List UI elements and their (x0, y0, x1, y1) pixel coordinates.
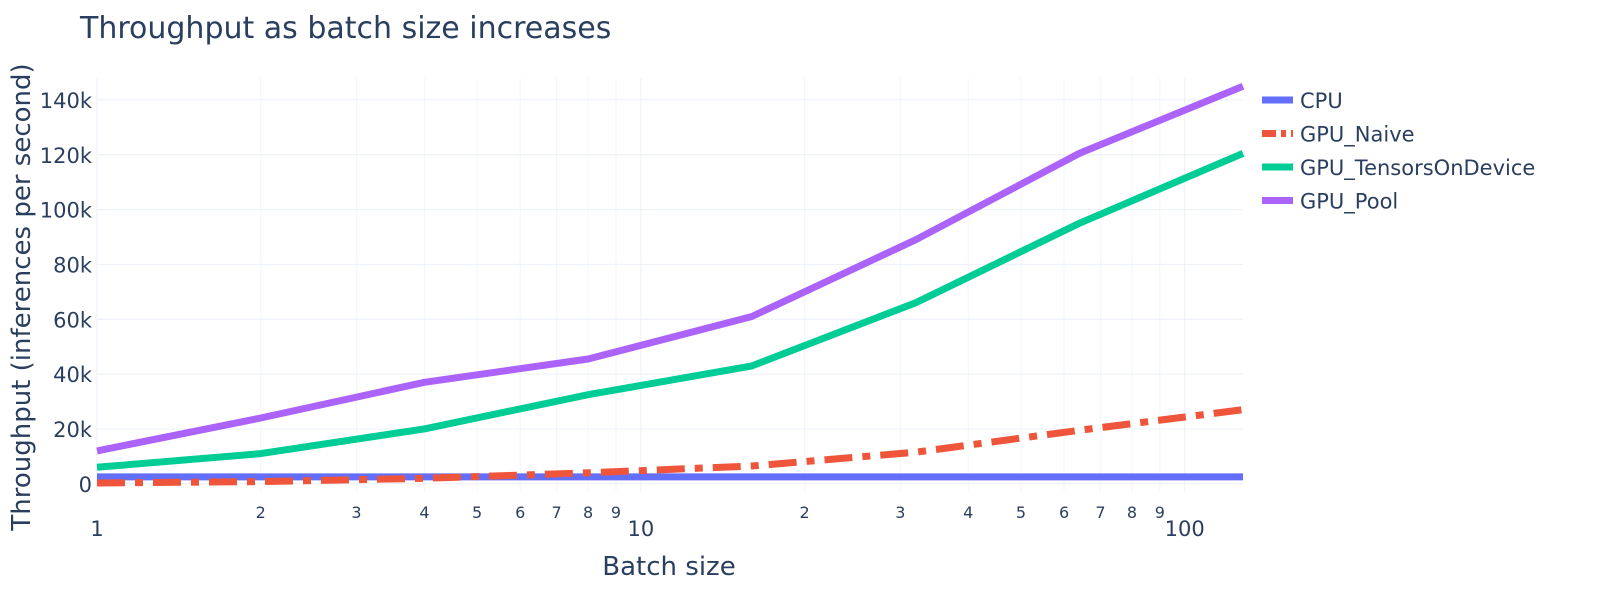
x-minor-tick-label: 4 (419, 503, 429, 522)
legend-item-gpu-tensorsondevice[interactable]: GPU_TensorsOnDevice (1262, 156, 1535, 181)
chart-title: Throughput as batch size increases (79, 11, 611, 46)
x-minor-tick-label: 3 (351, 503, 361, 522)
y-tick-label: 60k (53, 308, 93, 332)
legend-label: GPU_Naive (1300, 123, 1415, 148)
x-minor-tick-label: 2 (256, 503, 266, 522)
legend-label: GPU_Pool (1300, 190, 1398, 215)
x-minor-tick-label: 5 (472, 503, 482, 522)
legend[interactable]: CPU GPU_Naive GPU_TensorsOnDevice GPU_Pool (1262, 89, 1535, 215)
x-minor-tick-label: 6 (1059, 503, 1069, 522)
x-minor-tick-label: 7 (1095, 503, 1105, 522)
x-minor-tick-label: 9 (1155, 503, 1165, 522)
x-major-tick-label: 10 (627, 517, 654, 541)
series-line-gpu-naive (96, 406, 1244, 487)
x-minor-tick-label: 3 (895, 503, 905, 522)
y-tick-label: 120k (40, 144, 93, 168)
plot-area (96, 82, 1245, 487)
x-major-tick-label: 100 (1165, 517, 1205, 541)
series-line-gpu-tensorsondevice (96, 150, 1245, 471)
y-tick-label: 20k (53, 418, 93, 442)
legend-item-gpu-naive[interactable]: GPU_Naive (1262, 123, 1415, 148)
y-axis-ticks: 0 20k 40k 60k 80k 100k 120k 140k (40, 89, 93, 497)
legend-item-gpu-pool[interactable]: GPU_Pool (1262, 190, 1398, 215)
legend-item-cpu[interactable]: CPU (1262, 89, 1343, 113)
x-major-tick-label: 1 (90, 517, 103, 541)
y-tick-label: 140k (40, 89, 93, 113)
y-tick-label: 40k (53, 363, 93, 387)
y-tick-label: 100k (40, 199, 93, 223)
x-axis-title: Batch size (602, 552, 735, 582)
x-minor-tick-label: 6 (515, 503, 525, 522)
x-minor-tick-label: 4 (963, 503, 973, 522)
legend-label: GPU_TensorsOnDevice (1300, 156, 1535, 181)
series-line-gpu-pool (96, 82, 1245, 455)
x-minor-tick-label: 8 (1127, 503, 1137, 522)
legend-label: CPU (1300, 89, 1343, 113)
y-axis-title: Throughput (inferences per second) (7, 63, 37, 531)
y-tick-label: 0 (79, 473, 92, 497)
x-minor-tick-label: 2 (799, 503, 809, 522)
x-minor-tick-label: 5 (1016, 503, 1026, 522)
gridlines (96, 78, 1243, 492)
y-tick-label: 80k (53, 253, 93, 277)
x-minor-tick-label: 7 (552, 503, 562, 522)
x-minor-tick-label: 8 (583, 503, 593, 522)
x-minor-tick-label: 9 (611, 503, 621, 522)
x-axis-ticks: 2 3 4 5 6 7 8 9 2 3 4 5 6 7 8 91 10 100 (90, 503, 1204, 541)
